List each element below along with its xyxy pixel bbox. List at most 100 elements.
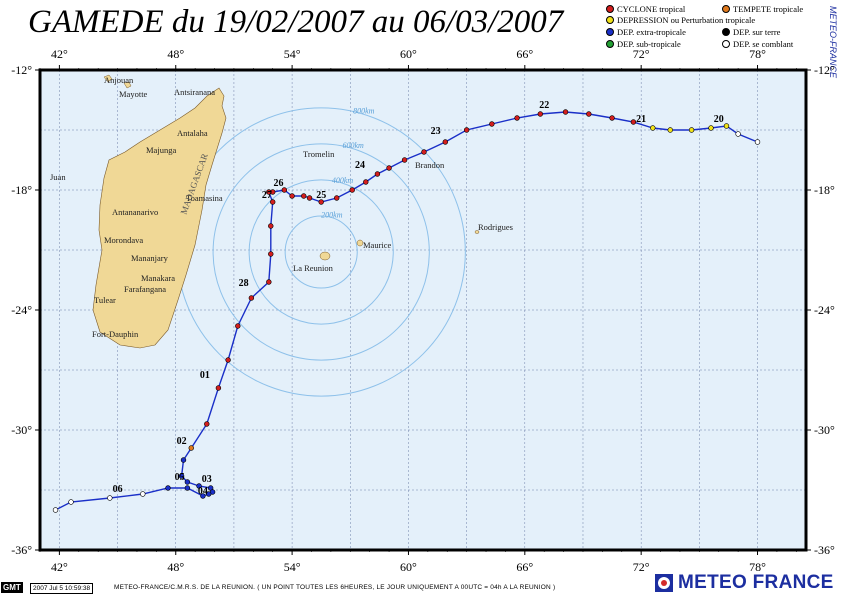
- day-label: 28: [239, 278, 249, 289]
- track-point: [421, 149, 427, 155]
- day-label: 22: [539, 100, 549, 111]
- range-ring-label: 200km: [321, 210, 343, 219]
- footer-credit: METEO-FRANCE/C.M.R.S. DE LA REUNION. ( U…: [114, 584, 556, 591]
- track-point: [667, 127, 673, 133]
- legend-item-depression: DEPRESSION ou Perturbation tropicale: [606, 15, 755, 25]
- place-anjouan: Anjouan: [104, 75, 134, 85]
- day-label: 05: [175, 472, 185, 483]
- logo-text: METEO FRANCE: [678, 572, 834, 593]
- track-point: [609, 115, 615, 121]
- place-la-reunion: La Reunion: [293, 263, 334, 273]
- track-point: [270, 199, 276, 205]
- place-antalaha: Antalaha: [177, 128, 208, 138]
- lon-label-top: 42°: [51, 47, 68, 61]
- track-point: [318, 199, 324, 205]
- range-ring-label: 600km: [342, 141, 364, 150]
- day-label: 24: [355, 160, 365, 171]
- track-point: [204, 421, 210, 427]
- day-label: 21: [636, 114, 646, 125]
- track-point: [289, 193, 295, 199]
- sur-terre-dot-icon: [722, 28, 730, 36]
- madagascar-island: [92, 87, 227, 349]
- track-point: [268, 223, 274, 229]
- place-antananarivo: Antananarivo: [112, 207, 158, 217]
- track-point: [363, 179, 369, 185]
- track-point: [514, 115, 520, 121]
- track-point: [184, 485, 191, 491]
- place-majunga: Majunga: [146, 145, 176, 155]
- place-manakara: Manakara: [141, 273, 175, 283]
- track-point: [537, 111, 544, 117]
- track-point: [386, 165, 392, 171]
- track-point: [200, 493, 206, 499]
- day-label: 01: [200, 370, 210, 381]
- track-point: [306, 195, 313, 201]
- lon-label-top: 48°: [167, 47, 184, 61]
- track-point: [178, 473, 185, 479]
- sub-tropicale-dot-icon: [606, 40, 614, 48]
- place-mayotte: Mayotte: [119, 89, 148, 99]
- track-point: [334, 195, 340, 201]
- track-point: [235, 323, 241, 329]
- axis-ticks: 42° 42° 48° 48° 54° 54° 60° 60° 66° 66° 72° 72° 78° 7…: [11, 47, 835, 574]
- cyclone-dot-icon: [606, 5, 614, 13]
- track-point: [68, 499, 74, 505]
- track-point: [586, 111, 592, 117]
- lon-label-bottom: 60°: [400, 560, 417, 574]
- lon-label-bottom: 54°: [284, 560, 301, 574]
- place-tulear: Tulear: [94, 295, 116, 305]
- legend-item-tempete: TEMPETE tropicale: [722, 4, 803, 14]
- range-ring: [284, 215, 358, 289]
- rodrigues-island: [474, 230, 480, 234]
- range-ring-label: 800km: [353, 107, 375, 116]
- lon-label-top: 72°: [633, 47, 650, 61]
- cyclone-track: [52, 109, 761, 513]
- side-credit: METEO-FRANCE: [828, 6, 838, 78]
- range-ring: [248, 179, 394, 325]
- lat-label-left: -12°: [11, 63, 32, 77]
- track-point: [688, 127, 695, 133]
- track-point: [374, 171, 381, 177]
- track-point: [754, 139, 761, 145]
- track-point: [225, 357, 231, 363]
- legend: CYCLONE tropical TEMPETE tropicale DEPRE…: [588, 4, 824, 54]
- track-point: [266, 189, 272, 195]
- track-point: [215, 385, 222, 391]
- lat-label-right: -24°: [814, 303, 835, 317]
- lon-label-bottom: 42°: [51, 560, 68, 574]
- lat-label-right: -30°: [814, 423, 835, 437]
- lon-label-top: 78°: [749, 47, 766, 61]
- tempete-dot-icon: [722, 5, 730, 13]
- track-point: [562, 109, 569, 115]
- mayotte-island: [123, 81, 132, 89]
- legend-item-cyclone: CYCLONE tropical: [606, 4, 685, 14]
- lon-label-top: 54°: [284, 47, 301, 61]
- track-point: [107, 495, 113, 501]
- track-point: [248, 295, 255, 301]
- track-point: [489, 121, 495, 127]
- meteo-france-logo: METEO FRANCE: [655, 572, 834, 594]
- track-point: [401, 157, 408, 163]
- day-label: 20: [714, 114, 724, 125]
- lon-label-bottom: 72°: [633, 560, 650, 574]
- lon-label-top: 66°: [516, 47, 533, 61]
- place-farafangana: Farafangana: [124, 284, 166, 294]
- lat-label-left: -18°: [11, 183, 32, 197]
- legend-item-sur-terre: DEP. sur terre: [722, 27, 780, 37]
- place-rodrigues: Rodrigues: [478, 222, 513, 232]
- track-point: [268, 251, 274, 257]
- lat-label-left: -30°: [11, 423, 32, 437]
- place-antsiranana: Antsiranana: [174, 87, 215, 97]
- track-point: [196, 483, 202, 489]
- legend-item-sub-tropicale: DEP. sub-tropicale: [606, 39, 681, 49]
- track-point: [188, 445, 194, 451]
- day-label: 04: [198, 486, 208, 497]
- legend-item-se-comblant: DEP. se comblant: [722, 39, 793, 49]
- day-label: 03: [202, 474, 212, 485]
- land-masses: [92, 74, 480, 349]
- place-fort-dauphin: Fort-Dauphin: [92, 329, 139, 339]
- lat-label-right: -12°: [814, 63, 835, 77]
- range-ring-label: 400km: [332, 176, 354, 185]
